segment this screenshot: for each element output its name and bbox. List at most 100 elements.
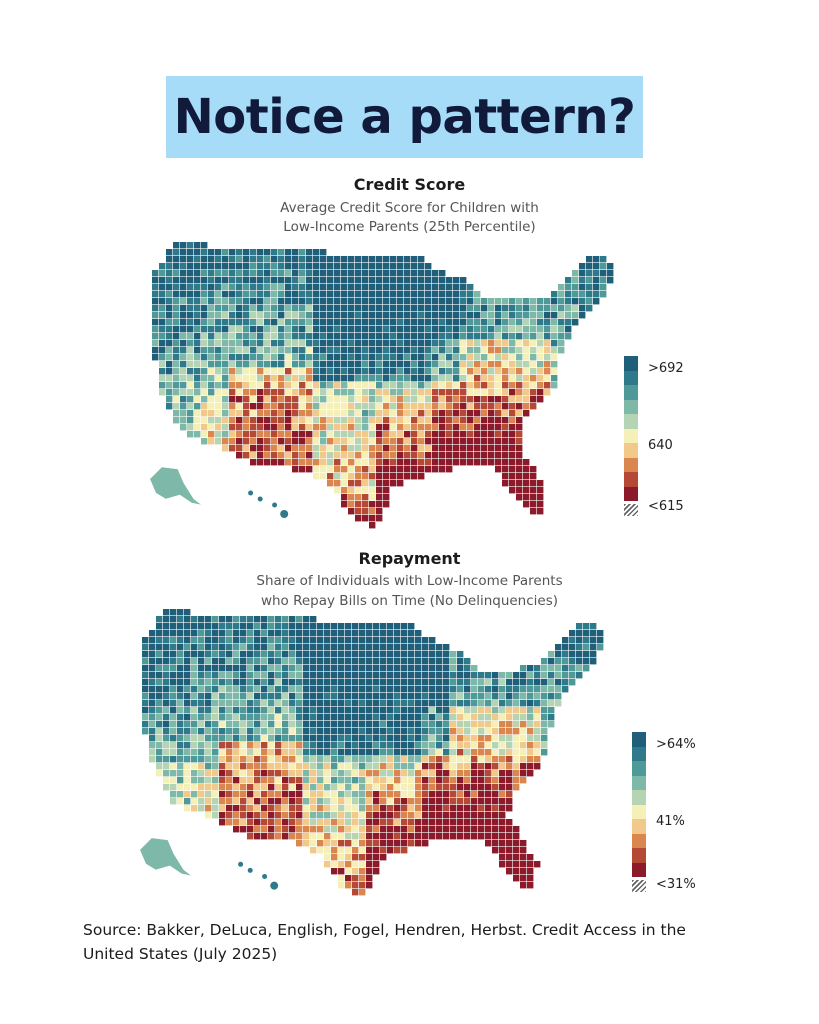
county-cell xyxy=(152,319,159,326)
county-cell xyxy=(485,742,492,749)
county-cell xyxy=(327,375,334,382)
county-cell xyxy=(306,277,313,284)
credit-score-legend-low: <615 xyxy=(648,499,684,514)
county-cell xyxy=(250,347,257,354)
county-cell xyxy=(450,728,457,735)
county-cell xyxy=(474,459,481,466)
county-cell xyxy=(240,630,247,637)
county-cell xyxy=(149,637,156,644)
county-cell xyxy=(282,665,289,672)
county-cell xyxy=(229,368,236,375)
county-cell xyxy=(142,644,149,651)
county-cell xyxy=(236,445,243,452)
county-cell xyxy=(331,749,338,756)
county-cell xyxy=(177,693,184,700)
county-cell xyxy=(334,305,341,312)
county-cell xyxy=(208,347,215,354)
county-cell xyxy=(478,756,485,763)
county-cell xyxy=(233,721,240,728)
county-cell xyxy=(509,382,516,389)
county-cell xyxy=(341,291,348,298)
county-cell xyxy=(583,658,590,665)
county-cell xyxy=(425,263,432,270)
county-cell xyxy=(341,263,348,270)
county-cell xyxy=(439,389,446,396)
county-cell xyxy=(142,679,149,686)
county-cell xyxy=(247,763,254,770)
county-cell xyxy=(285,424,292,431)
county-cell xyxy=(509,424,516,431)
county-cell xyxy=(373,826,380,833)
county-cell xyxy=(296,756,303,763)
county-cell xyxy=(152,277,159,284)
county-cell xyxy=(243,256,250,263)
county-cell xyxy=(236,291,243,298)
county-cell xyxy=(163,658,170,665)
county-cell xyxy=(376,298,383,305)
county-cell xyxy=(432,403,439,410)
county-cell xyxy=(208,403,215,410)
county-cell xyxy=(348,354,355,361)
county-cell xyxy=(313,298,320,305)
county-cell xyxy=(394,679,401,686)
county-cell xyxy=(226,756,233,763)
county-cell xyxy=(492,735,499,742)
county-cell xyxy=(362,431,369,438)
county-cell xyxy=(366,749,373,756)
county-cell xyxy=(313,403,320,410)
county-cell xyxy=(555,665,562,672)
county-cell xyxy=(285,396,292,403)
county-cell xyxy=(467,368,474,375)
county-cell xyxy=(390,438,397,445)
county-cell xyxy=(194,305,201,312)
county-cell xyxy=(201,340,208,347)
county-cell xyxy=(373,861,380,868)
county-cell xyxy=(257,277,264,284)
county-cell xyxy=(502,424,509,431)
county-cell xyxy=(495,417,502,424)
county-cell xyxy=(268,637,275,644)
county-cell xyxy=(338,686,345,693)
county-cell xyxy=(198,623,205,630)
county-cell xyxy=(215,270,222,277)
county-cell xyxy=(583,630,590,637)
county-cell xyxy=(303,623,310,630)
county-cell xyxy=(289,763,296,770)
county-cell xyxy=(495,326,502,333)
county-cell xyxy=(506,798,513,805)
county-cell xyxy=(345,882,352,889)
county-cell xyxy=(425,270,432,277)
county-cell xyxy=(324,721,331,728)
county-cell xyxy=(180,284,187,291)
county-cell xyxy=(376,494,383,501)
county-cell xyxy=(478,749,485,756)
county-cell xyxy=(366,735,373,742)
county-cell xyxy=(432,466,439,473)
county-cell xyxy=(313,445,320,452)
county-cell xyxy=(236,354,243,361)
county-cell xyxy=(226,805,233,812)
county-cell xyxy=(481,354,488,361)
county-cell xyxy=(240,651,247,658)
county-cell xyxy=(299,431,306,438)
county-cell xyxy=(236,333,243,340)
county-cell xyxy=(285,256,292,263)
county-cell xyxy=(250,256,257,263)
county-cell xyxy=(572,305,579,312)
county-cell xyxy=(191,665,198,672)
county-cell xyxy=(208,410,215,417)
county-cell xyxy=(551,298,558,305)
county-cell xyxy=(149,665,156,672)
county-cell xyxy=(334,459,341,466)
county-cell xyxy=(478,679,485,686)
county-cell xyxy=(373,833,380,840)
county-cell xyxy=(450,672,457,679)
county-cell xyxy=(502,459,509,466)
county-cell xyxy=(397,326,404,333)
county-cell xyxy=(436,770,443,777)
county-cell xyxy=(404,361,411,368)
county-cell xyxy=(173,403,180,410)
county-cell xyxy=(278,298,285,305)
county-cell xyxy=(184,805,191,812)
county-cell xyxy=(383,347,390,354)
